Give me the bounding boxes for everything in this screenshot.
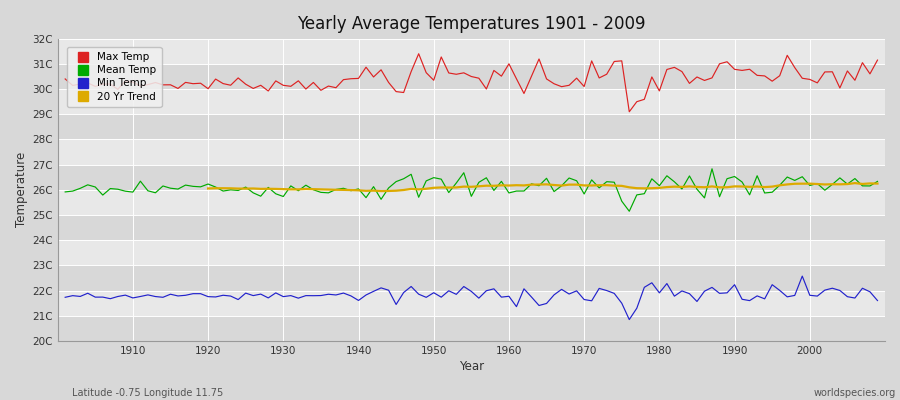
Bar <box>58 215 885 240</box>
Bar <box>58 190 885 215</box>
Y-axis label: Temperature: Temperature <box>15 152 28 228</box>
Bar <box>58 114 885 140</box>
Bar <box>58 89 885 114</box>
Bar <box>58 316 885 341</box>
Bar <box>58 290 885 316</box>
Bar <box>58 266 885 290</box>
Bar <box>58 140 885 165</box>
Bar <box>58 165 885 190</box>
Title: Yearly Average Temperatures 1901 - 2009: Yearly Average Temperatures 1901 - 2009 <box>297 15 645 33</box>
Text: Latitude -0.75 Longitude 11.75: Latitude -0.75 Longitude 11.75 <box>72 388 223 398</box>
Text: worldspecies.org: worldspecies.org <box>814 388 896 398</box>
Legend: Max Temp, Mean Temp, Min Temp, 20 Yr Trend: Max Temp, Mean Temp, Min Temp, 20 Yr Tre… <box>67 47 161 107</box>
Bar <box>58 240 885 266</box>
X-axis label: Year: Year <box>459 360 484 373</box>
Bar <box>58 64 885 89</box>
Bar <box>58 39 885 64</box>
